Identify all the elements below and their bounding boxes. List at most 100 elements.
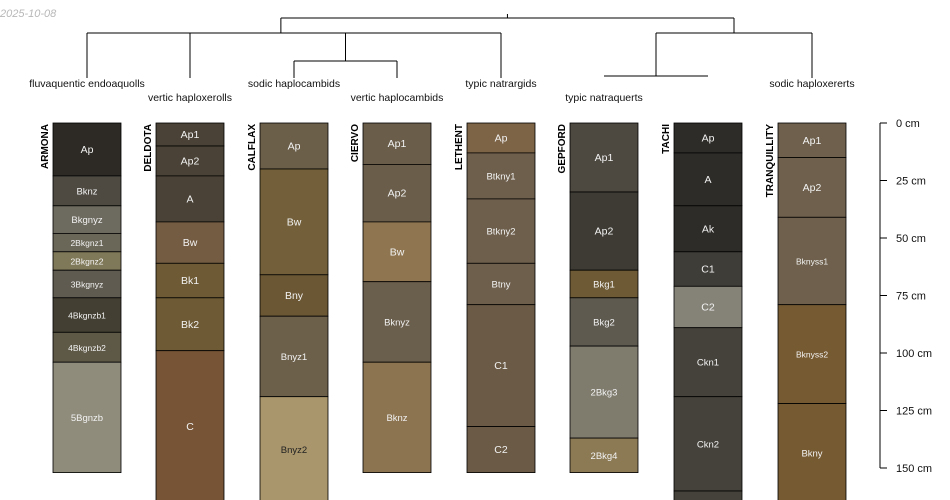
horizon-label: Ap1 [388, 138, 407, 150]
horizon-label: 2Bkg3 [591, 388, 618, 399]
depth-axis-tick-label: 100 cm [896, 348, 932, 360]
horizon-rect [155, 297, 225, 352]
horizon-label: 3Bkgnyz [71, 280, 104, 290]
horizon-rect [52, 297, 122, 333]
horizon-rect [673, 122, 743, 154]
horizon-rect [777, 216, 847, 306]
horizon-label: Bknyz [384, 317, 410, 328]
horizon-label: Ap1 [803, 135, 822, 147]
taxon-label: fluvaquentic endoaquolls [29, 78, 145, 90]
horizon-label: Btkny2 [486, 227, 515, 238]
profile-name: ARMONA [40, 124, 51, 169]
horizon-label: 2Bkg4 [591, 451, 618, 462]
horizon-rect [673, 327, 743, 398]
horizon-label: Bknz [76, 186, 97, 197]
horizon-rect [569, 437, 639, 474]
horizon-label: Bkny [801, 449, 822, 460]
horizon-rect [259, 315, 329, 398]
horizon-label: 4Bkgnzb2 [68, 343, 106, 353]
horizon-label: Bw [183, 237, 198, 249]
horizon-label: A [186, 193, 193, 205]
horizon-label: Ak [702, 223, 715, 235]
horizon-label: C2 [494, 444, 508, 456]
depth-axis-tick-label: 150 cm [896, 463, 932, 475]
taxon-label: sodic haplocambids [248, 78, 340, 90]
horizon-label: Bknyss1 [796, 257, 828, 267]
horizon-label: 2Bkgnz1 [70, 238, 103, 248]
horizon-label: Ap2 [388, 188, 407, 200]
horizon-rect [466, 304, 536, 428]
taxon-label: typic natraquerts [565, 92, 643, 104]
horizon-label: 5Bgnzb [71, 413, 103, 424]
horizon-label: Bny [285, 290, 304, 302]
taxon-label: vertic haplocambids [351, 92, 444, 104]
horizon-rect [52, 331, 122, 363]
horizon-rect [569, 269, 639, 299]
horizon-label: Ap [495, 132, 508, 144]
depth-axis-tick-label: 75 cm [896, 291, 926, 303]
horizon-label: Ap1 [181, 129, 200, 141]
horizon-rect [673, 205, 743, 253]
horizon-label: Bk1 [181, 275, 199, 287]
horizon-label: Ap2 [595, 226, 614, 238]
horizon-label: Ap [702, 132, 715, 144]
depth-axis-tick-label: 125 cm [896, 406, 932, 418]
horizon-rect [466, 262, 536, 306]
horizon-rect [673, 152, 743, 207]
horizon-rect [155, 350, 225, 500]
horizon-rect [155, 262, 225, 299]
horizon-rect [259, 168, 329, 276]
horizon-label: Bk2 [181, 319, 199, 331]
horizon-rect [673, 285, 743, 329]
profile-name: DELDOTA [143, 124, 154, 172]
horizon-rect [777, 157, 847, 218]
horizon-label: Ap [81, 144, 94, 156]
horizon-rect [777, 403, 847, 500]
horizon-label: Btkny1 [486, 171, 515, 182]
horizon-rect [673, 490, 743, 500]
horizon-label: Ap [288, 141, 301, 153]
horizon-rect [673, 396, 743, 492]
horizon-rect [52, 175, 122, 207]
horizon-rect [362, 122, 432, 165]
horizon-label: Ap2 [181, 155, 200, 167]
horizon-label: C [186, 421, 194, 433]
taxon-label: typic natrargids [465, 78, 536, 90]
date-stamp: 2025-10-08 [0, 8, 57, 20]
profile-name: CIERVO [350, 124, 361, 162]
horizon-rect [259, 396, 329, 500]
profile-name: CALFLAX [247, 124, 258, 171]
horizon-label: Bkg2 [593, 317, 615, 328]
profile-name: GEPFORD [557, 124, 568, 173]
horizon-label: Ckn1 [697, 358, 719, 369]
taxon-label: sodic haploxererts [769, 78, 854, 90]
horizon-rect [569, 122, 639, 193]
horizon-rect [52, 205, 122, 234]
horizon-rect [466, 152, 536, 200]
horizon-rect [52, 361, 122, 474]
horizon-label: Bw [390, 246, 405, 258]
depth-axis-tick-label: 25 cm [896, 176, 926, 188]
horizon-label: 2Bkgnz2 [70, 257, 103, 267]
horizon-label: Bnyz1 [281, 352, 307, 363]
horizon-rect [466, 426, 536, 474]
horizon-label: C2 [701, 302, 715, 314]
profile-name: TACHI [661, 124, 672, 154]
horizon-label: C1 [701, 264, 715, 276]
horizon-rect [466, 122, 536, 154]
horizon-label: Bkg1 [593, 280, 615, 291]
horizon-rect [259, 122, 329, 170]
horizon-label: 4Bkgnzb1 [68, 311, 106, 321]
horizon-rect [259, 274, 329, 317]
depth-axis-tick-label: 50 cm [896, 233, 926, 245]
horizon-label: Bknyss2 [796, 350, 828, 360]
horizon-rect [362, 221, 432, 283]
horizon-rect [52, 122, 122, 177]
horizon-rect [155, 221, 225, 264]
horizon-label: A [704, 174, 711, 186]
horizon-label: Btny [491, 280, 510, 291]
horizon-label: Bknz [386, 413, 407, 424]
horizon-rect [362, 163, 432, 223]
horizon-label: Ap2 [803, 182, 822, 194]
